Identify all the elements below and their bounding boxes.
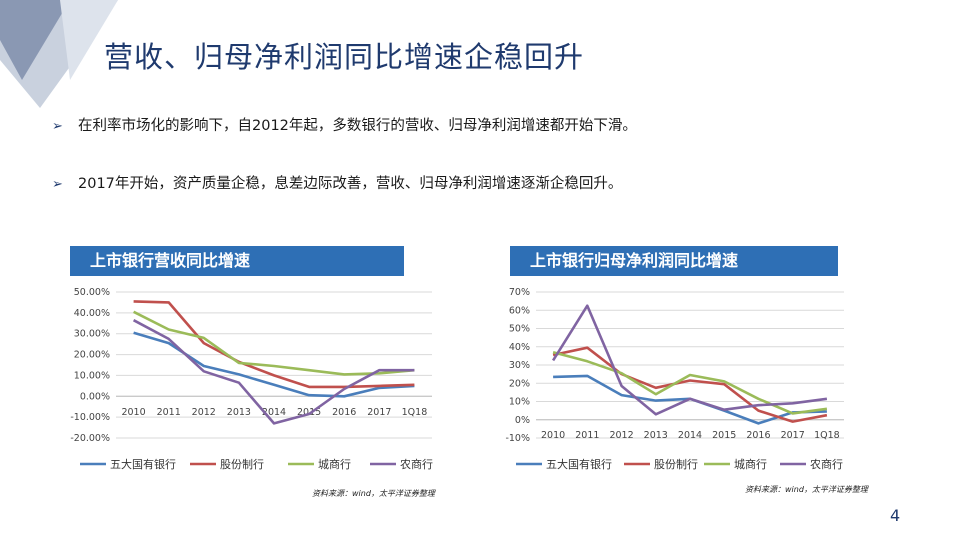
y-tick-label: 30.00% [74,329,110,340]
y-tick-label: 50.00% [74,287,110,298]
y-tick-label: 10.00% [74,370,110,381]
y-tick-label: 50% [509,324,530,335]
series-line [133,300,415,389]
x-tick-label: 2014 [678,430,702,441]
x-tick-label: 2013 [644,430,668,441]
x-tick-label: 1Q18 [402,407,428,418]
x-tick-label: 2013 [227,407,251,418]
x-tick-label: 2015 [712,430,736,441]
y-tick-label: -10% [505,433,530,444]
chart-source-note: 资料来源：wind，太平洋证券整理 [745,485,868,494]
revenue-growth-chart: 50.00% 40.00% 30.00% 20.00% 10.00% 0.00% -10.0… [40,242,460,482]
series-line [133,310,415,376]
bullet-item: ➢ 2017年开始，资产质量企稳，息差边际改善，营收、归母净利润增速逐渐企稳回升。 [52,172,622,193]
legend-label: 股份制行 [654,458,698,471]
legend-label: 农商行 [400,457,433,471]
series-line [551,304,828,416]
page-number: 4 [890,506,901,525]
y-tick-label: 30% [509,360,530,371]
bullet-text: 2017年开始，资产质量企稳，息差边际改善，营收、归母净利润增速逐渐企稳回升。 [78,176,623,192]
x-tick-label: 2010 [121,407,145,418]
y-tick-label: 0% [515,415,530,426]
y-tick-label: -10.00% [70,412,110,423]
x-tick-label: 2017 [367,407,391,418]
y-tick-label: 0.00% [80,391,110,402]
legend-label: 农商行 [810,457,843,471]
y-tick-label: 10% [509,397,530,408]
y-tick-label: 20% [509,378,530,389]
x-tick-label: 2017 [781,430,805,441]
x-tick-label: 2012 [609,430,633,441]
x-tick-label: 2011 [575,430,599,441]
chart-source-note: 资料来源：wind，太平洋证券整理 [312,489,435,498]
legend-label: 城商行 [318,457,351,471]
bullet-item: ➢ 在利率市场化的影响下，自2012年起，多数银行的营收、归母净利润增速都开始下滑… [52,114,637,135]
series-line [552,346,828,423]
chart-title: 上市银行归母净利润同比增速 [510,246,838,276]
y-tick-label: 70% [509,287,530,298]
x-tick-label: 1Q18 [814,430,840,441]
series-line [132,319,415,425]
slide-title: 营收、归母净利润同比增速企稳回升 [104,40,585,74]
net-profit-growth-chart: 70% 60% 50% 40% 30% 20% 10% 0% -10% 2010 2011 2012 2… [496,242,916,482]
y-tick-label: 40.00% [74,308,110,319]
x-tick-label: 2012 [192,407,216,418]
legend-label: 五大国有银行 [546,457,612,471]
revenue-growth-chart-plot: 50.00% 40.00% 30.00% 20.00% 10.00% 0.00% -10.0… [70,287,433,471]
bullet-text: 在利率市场化的影响下，自2012年起，多数银行的营收、归母净利润增速都开始下滑。 [78,118,637,134]
x-tick-label: 2011 [157,407,181,418]
arrow-bullet-icon: ➢ [52,177,63,192]
x-tick-label: 2016 [332,407,356,418]
corner-decoration [0,0,118,108]
legend-label: 股份制行 [220,458,264,471]
x-tick-label: 2010 [541,430,565,441]
y-tick-label: 40% [509,342,530,353]
net-profit-growth-chart-plot: 70% 60% 50% 40% 30% 20% 10% 0% -10% 2010 2011 2012 2… [505,287,844,471]
x-tick-label: 2016 [746,430,770,441]
y-tick-label: -20.00% [70,433,110,444]
chart-title: 上市银行营收同比增速 [70,246,404,276]
legend-label: 城商行 [734,457,767,471]
series-line [552,350,828,415]
y-tick-label: 60% [509,305,530,316]
arrow-bullet-icon: ➢ [52,119,63,134]
legend-label: 五大国有银行 [110,457,176,471]
x-tick-label: 2014 [262,407,286,418]
y-tick-label: 20.00% [74,350,110,361]
